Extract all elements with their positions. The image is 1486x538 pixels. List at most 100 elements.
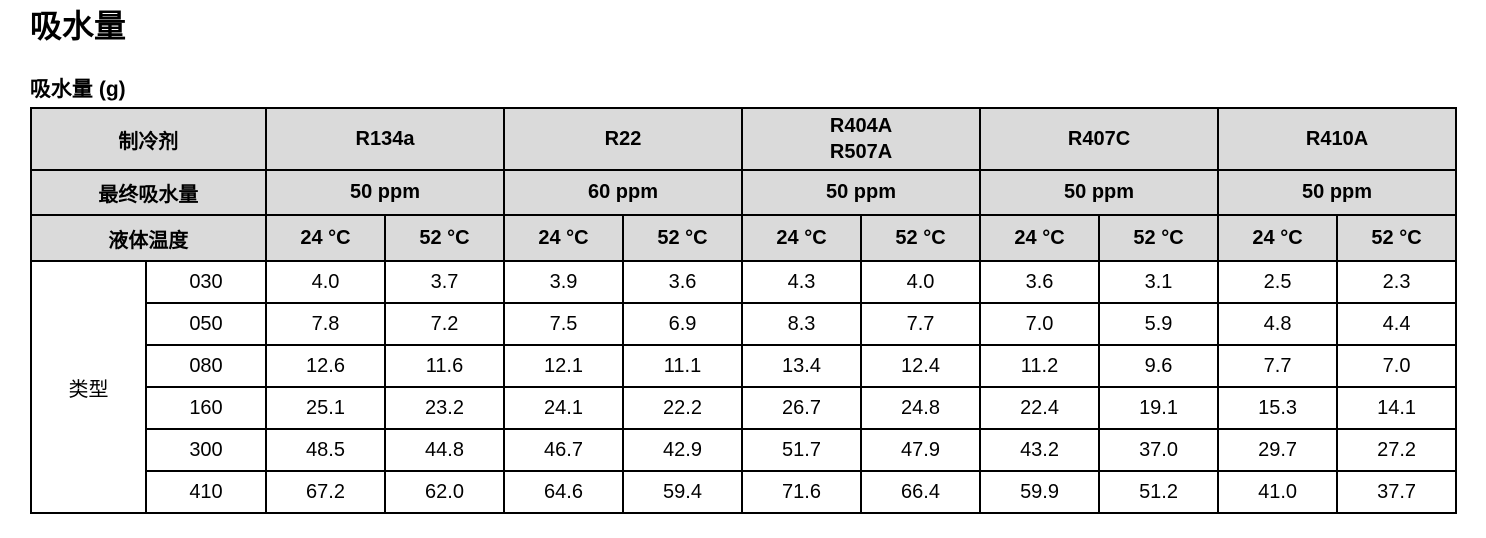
absorption-value: 11.2 bbox=[979, 344, 1101, 388]
absorption-value: 4.0 bbox=[265, 260, 386, 304]
absorption-value: 51.2 bbox=[1098, 470, 1220, 514]
temp-header: 52 °C bbox=[384, 214, 505, 262]
absorption-value: 12.4 bbox=[860, 344, 982, 388]
absorption-value: 7.0 bbox=[979, 302, 1101, 346]
absorption-value: 2.3 bbox=[1336, 260, 1458, 304]
ppm-value: 50 ppm bbox=[265, 169, 505, 216]
temp-header: 52 °C bbox=[621, 214, 744, 262]
absorption-value: 7.0 bbox=[1336, 344, 1458, 388]
absorption-value: 66.4 bbox=[860, 470, 982, 514]
document-page: 吸水量 吸水量 (g) 制冷剂 R134a R22 R404A R507A bbox=[30, 8, 1458, 514]
ppm-value: 50 ppm bbox=[1217, 169, 1458, 216]
temp-header: 24 °C bbox=[979, 214, 1101, 262]
refrigerant-name-r407c: R407C bbox=[979, 107, 1220, 171]
absorption-value: 3.6 bbox=[621, 260, 744, 304]
absorption-value: 4.0 bbox=[860, 260, 982, 304]
type-number: 050 bbox=[145, 302, 267, 346]
absorption-value: 3.1 bbox=[1098, 260, 1220, 304]
absorption-value: 64.6 bbox=[503, 470, 624, 514]
absorption-value: 2.5 bbox=[1217, 260, 1339, 304]
absorption-value: 15.3 bbox=[1217, 386, 1339, 430]
data-row-080: 080 12.6 11.6 12.1 11.1 13.4 12.4 11.2 9… bbox=[31, 344, 1458, 388]
absorption-value: 37.7 bbox=[1336, 470, 1458, 514]
absorption-value: 44.8 bbox=[384, 428, 505, 472]
absorption-value: 5.9 bbox=[1098, 302, 1220, 346]
absorption-value: 8.3 bbox=[741, 302, 863, 346]
absorption-value: 7.5 bbox=[503, 302, 624, 346]
refrigerant-name-line: R134a bbox=[355, 128, 415, 150]
absorption-value: 22.2 bbox=[621, 386, 744, 430]
temp-header: 24 °C bbox=[1217, 214, 1339, 262]
absorption-value: 62.0 bbox=[384, 470, 505, 514]
data-row-050: 050 7.8 7.2 7.5 6.9 8.3 7.7 7.0 5.9 4.8 … bbox=[31, 302, 1458, 346]
type-number: 300 bbox=[145, 428, 267, 472]
refrigerant-name-r404a-r507a: R404A R507A bbox=[741, 107, 982, 171]
absorption-value: 22.4 bbox=[979, 386, 1101, 430]
water-absorption-table: 制冷剂 R134a R22 R404A R507A R407C R410A bbox=[30, 107, 1458, 514]
refrigerant-name-r134a: R134a bbox=[265, 107, 505, 171]
absorption-value: 27.2 bbox=[1336, 428, 1458, 472]
absorption-value: 42.9 bbox=[621, 428, 744, 472]
absorption-value: 37.0 bbox=[1098, 428, 1220, 472]
temp-header: 24 °C bbox=[741, 214, 863, 262]
refrigerant-name-r410a: R410A bbox=[1217, 107, 1458, 171]
data-row-410: 410 67.2 62.0 64.6 59.4 71.6 66.4 59.9 5… bbox=[31, 470, 1458, 514]
ppm-value: 50 ppm bbox=[741, 169, 982, 216]
absorption-value: 7.7 bbox=[860, 302, 982, 346]
absorption-value: 51.7 bbox=[741, 428, 863, 472]
absorption-value: 14.1 bbox=[1336, 386, 1458, 430]
absorption-value: 12.6 bbox=[265, 344, 386, 388]
liquid-temp-header-row: 液体温度 24 °C 52 °C 24 °C 52 °C 24 °C 52 °C… bbox=[30, 214, 1458, 262]
absorption-value: 19.1 bbox=[1098, 386, 1220, 430]
absorption-value: 3.6 bbox=[979, 260, 1101, 304]
absorption-value: 9.6 bbox=[1098, 344, 1220, 388]
absorption-value: 26.7 bbox=[741, 386, 863, 430]
absorption-value: 11.6 bbox=[384, 344, 505, 388]
absorption-value: 47.9 bbox=[860, 428, 982, 472]
absorption-value: 48.5 bbox=[265, 428, 386, 472]
absorption-value: 59.4 bbox=[621, 470, 744, 514]
absorption-value: 4.3 bbox=[741, 260, 863, 304]
temp-header: 52 °C bbox=[1098, 214, 1220, 262]
absorption-value: 7.7 bbox=[1217, 344, 1339, 388]
temp-header: 52 °C bbox=[1336, 214, 1458, 262]
absorption-value: 24.1 bbox=[503, 386, 624, 430]
type-number: 030 bbox=[145, 260, 267, 304]
refrigerant-name-r22: R22 bbox=[502, 107, 744, 171]
row-label-refrigerant: 制冷剂 bbox=[30, 107, 267, 171]
absorption-value: 41.0 bbox=[1217, 470, 1339, 514]
absorption-value: 43.2 bbox=[979, 428, 1101, 472]
page-title: 吸水量 bbox=[30, 8, 127, 44]
absorption-value: 11.1 bbox=[621, 344, 744, 388]
final-absorption-header-row: 最终吸水量 50 ppm 60 ppm 50 ppm 50 ppm 50 ppm bbox=[30, 169, 1458, 216]
row-label-final-absorption: 最终吸水量 bbox=[30, 169, 267, 216]
table-caption: 吸水量 (g) bbox=[30, 78, 126, 101]
absorption-value: 6.9 bbox=[621, 302, 744, 346]
absorption-value: 46.7 bbox=[503, 428, 624, 472]
data-row-030: 类型 030 4.0 3.7 3.9 3.6 4.3 4.0 3.6 3.1 2… bbox=[30, 260, 1458, 514]
absorption-value: 23.2 bbox=[384, 386, 505, 430]
type-number: 410 bbox=[145, 470, 267, 514]
absorption-value: 13.4 bbox=[741, 344, 863, 388]
absorption-value: 25.1 bbox=[265, 386, 386, 430]
absorption-value: 4.8 bbox=[1217, 302, 1339, 346]
ppm-value: 60 ppm bbox=[502, 169, 744, 216]
refrigerant-name-line: R507A bbox=[829, 141, 893, 163]
absorption-value: 29.7 bbox=[1217, 428, 1339, 472]
row-label-type: 类型 bbox=[30, 260, 147, 514]
absorption-value: 3.7 bbox=[384, 260, 505, 304]
absorption-value: 59.9 bbox=[979, 470, 1101, 514]
refrigerant-name-line: R404A bbox=[829, 115, 893, 137]
refrigerant-name-line: R410A bbox=[1305, 128, 1369, 150]
absorption-value: 71.6 bbox=[741, 470, 863, 514]
ppm-value: 50 ppm bbox=[979, 169, 1220, 216]
absorption-value: 7.8 bbox=[265, 302, 386, 346]
temp-header: 24 °C bbox=[265, 214, 386, 262]
refrigerant-header-row: 制冷剂 R134a R22 R404A R507A R407C R410A bbox=[30, 107, 1458, 171]
type-number: 160 bbox=[145, 386, 267, 430]
temp-header: 52 °C bbox=[860, 214, 982, 262]
absorption-value: 7.2 bbox=[384, 302, 505, 346]
absorption-value: 12.1 bbox=[503, 344, 624, 388]
absorption-value: 3.9 bbox=[503, 260, 624, 304]
type-number: 080 bbox=[145, 344, 267, 388]
